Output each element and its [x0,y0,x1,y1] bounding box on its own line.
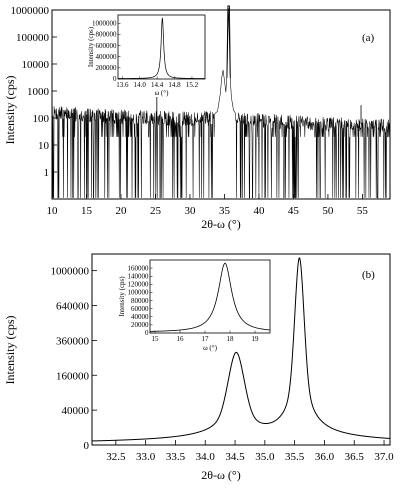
panel-b-y-axis-label: Intensity (cps) [3,316,17,385]
panel-a-x-tick-label: 50 [322,205,334,217]
panel-b-x-tick-label: 35.0 [255,451,275,463]
panel-a-x-axis-label: 2θ-ω (°) [201,217,240,231]
panel-b-inset-y-tick-label: 20000 [131,321,149,329]
panel-b-data-line [92,257,391,442]
panel-b-inset-y-tick-label: 60000 [131,305,149,313]
panel-a-y-tick-label: 1 [44,167,50,179]
panel-b-inset-x-tick-label: 17 [202,335,210,343]
panel-a-frame [51,9,391,200]
panel-b-x-tick-label: 36.5 [345,451,365,463]
panel-b-y-tick-label: 0 [84,440,90,452]
panel-b-inset-y-tick-label: 160000 [128,264,150,272]
panel-a-inset-y-label: Intensity (cps) [87,26,95,67]
panel-a-y-ticks: 1 10 100 1000 10000 100000 1000000 [11,5,57,179]
panel-a-y-tick-label: 10 [38,140,50,152]
panel-a-inset: 0 200000 400000 600000 800000 1000000 13.6 14.0… [87,14,206,97]
panel-a-y-tick-label: 1000000 [11,5,50,17]
panel-a-x-tick-label: 40 [253,205,265,217]
panel-a-inset-x-tick-label: 13.6 [116,81,129,89]
panel-a-inset-y-tick-label: 400000 [96,53,118,61]
panel-a-inset-x-tick-label: 15.2 [186,81,199,89]
panel-b-inset-x-tick-label: 15 [152,335,160,343]
panel-b-inset-x-tick-label: 16 [177,335,185,343]
panel-b-x-ticks: 32.5 33.0 33.5 34.0 34.5 35.0 35.5 36.0 36.5 37.0 [106,440,394,463]
panel-a-inset-x-label: ω (°) [155,89,169,97]
panel-b-y-tick-label: 640000 [56,301,90,313]
panel-b-x-tick-label: 35.5 [285,451,305,463]
panel-a-y-tick-label: 100000 [16,32,50,44]
panel-b-frame [91,253,391,446]
panel-b-inset-y-tick-label: 0 [145,329,149,337]
panel-b-x-tick-label: 37.0 [374,451,394,463]
panel-b-x-tick-label: 33.0 [136,451,156,463]
panel-a-inset-y-tick-label: 200000 [96,64,118,72]
panel-a-data-line [51,7,391,199]
panel-a-y-axis-label: Intensity (cps) [3,76,17,145]
panel-b-x-tick-label: 36.0 [315,451,335,463]
panel-b-inset-frame [149,259,271,334]
panel-b-x-tick-label: 33.5 [166,451,186,463]
panel-b-inset-x-label: ω (°) [203,344,217,352]
panel-a-x-tick-label: 10 [47,205,59,217]
panel-b-y-ticks: 0 40000 160000 360000 640000 1000000 [51,266,97,452]
panel-a-label: (a) [362,32,375,44]
panel-b-y-tick-label: 160000 [56,370,90,382]
panel-b-inset-x-tick-label: 19 [252,335,260,343]
panel-a-inset-x-tick-label: 14.4 [151,81,164,89]
panel-b-inset-y-tick-label: 40000 [131,313,149,321]
panel-b-y-tick-label: 360000 [56,335,90,347]
panel-a-y-tick-label: 100 [33,113,50,125]
panel-a-inset-y-tick-label: 600000 [96,42,118,50]
panel-b-inset-y-tick-label: 140000 [128,272,150,280]
panel-b-y-tick-label: 40000 [62,405,90,417]
panel-b-inset-x-tick-label: 18 [227,335,235,343]
panel-b-x-tick-label: 32.5 [106,451,126,463]
panel-a-x-tick-label: 25 [150,205,162,217]
panel-a-main-peak [226,5,231,79]
panel-a-x-tick-label: 45 [288,205,300,217]
panel-a-inset-y-tick-label: 800000 [96,31,118,39]
panel-a-y-tick-label: 10000 [22,59,50,71]
panel-a-inset-y-tick-label: 0 [113,75,117,83]
panel-b-inset: 0200004000060000800001000001200001400001… [118,259,271,352]
panel-b-inset-curve [149,262,271,332]
panel-a-x-ticks: 10 15 20 25 30 35 40 45 50 55 [47,194,369,217]
panel-b-y-tick-label: 1000000 [51,266,90,278]
panel-a-inset-x-tick-label: 14.8 [168,81,181,89]
panel-a-y-tick-label: 1000 [27,86,50,98]
panel-a-x-tick-label: 20 [115,205,127,217]
panel-b-x-tick-label: 34.0 [196,451,216,463]
panel-a-inset-y-tick-label: 1000000 [92,20,117,28]
panel-a-x-tick-label: 15 [81,205,93,217]
panel-a-inset-x-tick-label: 14.0 [134,81,147,89]
panel-a-x-tick-label: 55 [357,205,369,217]
panel-b-x-axis-label: 2θ-ω (°) [201,468,240,482]
panel-a-x-tick-label: 35 [219,205,231,217]
panel-b-inset-y-label: Intensity (cps) [118,276,126,317]
panel-a-x-tick-label: 30 [184,205,196,217]
panel-b-x-tick-label: 34.5 [225,451,245,463]
panel-a-trace [51,5,391,199]
panel-b-label: (b) [362,269,375,281]
panel-b-trace [92,257,391,442]
panel-a-inset-curve [118,17,205,79]
panel-b-inset-y-tick-label: 100000 [128,289,150,297]
panel-b-inset-y-tick-label: 80000 [131,297,149,305]
panel-a: (a) 1 10 100 1000 10000 100000 1000000 10 15 20 25… [3,5,391,231]
panel-b-inset-y-tick-label: 120000 [128,281,150,289]
